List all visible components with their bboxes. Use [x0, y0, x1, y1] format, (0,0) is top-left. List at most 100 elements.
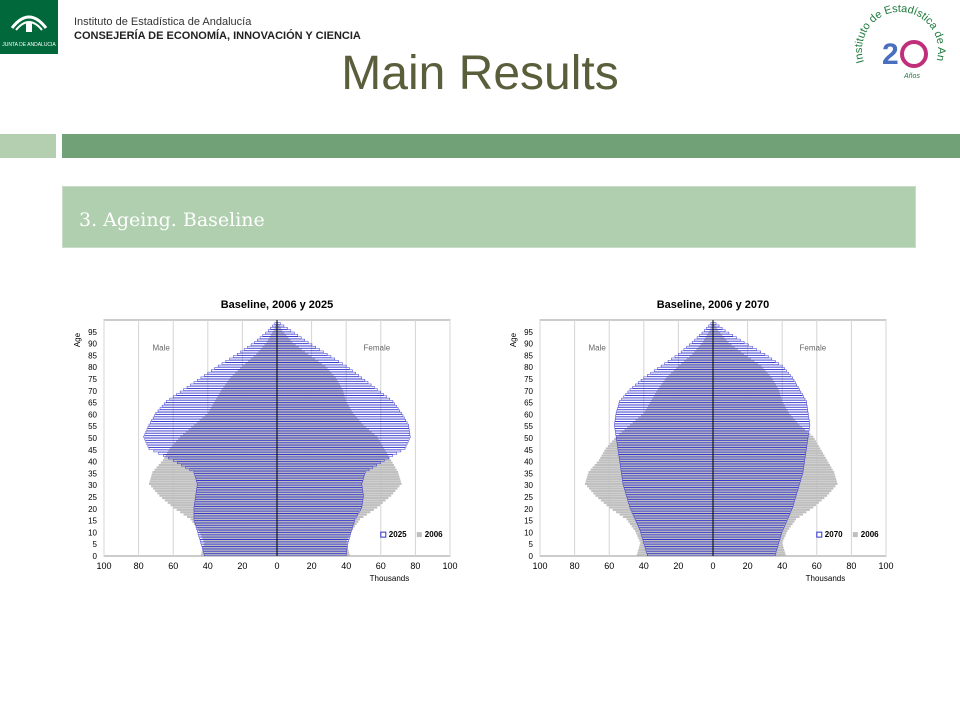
bar-base-male: [157, 492, 277, 495]
bar-base-female: [277, 447, 385, 450]
bar-base-male: [192, 520, 277, 523]
x-tick-label: 60: [812, 561, 822, 571]
bar-base-female: [277, 515, 364, 519]
bar-base-male: [151, 485, 277, 488]
bar-base-female: [713, 471, 835, 474]
bar-base-female: [713, 548, 785, 552]
bar-base-female: [713, 482, 838, 485]
bar-base-male: [639, 539, 713, 542]
bar-base-male: [169, 447, 277, 450]
bar-base-male: [203, 539, 277, 542]
bar-base-female: [713, 520, 795, 523]
bar-base-female: [277, 338, 291, 342]
bar-base-female: [713, 539, 784, 542]
bar-base-female: [277, 546, 348, 549]
bar-base-male: [710, 327, 713, 330]
bar-base-male: [225, 383, 277, 386]
bar-base-male: [585, 480, 713, 483]
bar-base-female: [713, 541, 783, 544]
bar-base-female: [277, 357, 316, 360]
bar-base-female: [277, 428, 370, 431]
y-tick-label: 65: [524, 399, 533, 408]
bar-base-female: [277, 435, 378, 438]
bar-base-male: [199, 419, 277, 422]
x-axis-label: Thousands: [370, 574, 410, 583]
bar-base-male: [605, 447, 713, 450]
bar-base-female: [277, 412, 354, 415]
bar-base-male: [175, 440, 277, 443]
bar-base-male: [253, 355, 277, 358]
bar-base-female: [277, 497, 389, 500]
bar-base-male: [270, 334, 277, 337]
male-label: Male: [588, 344, 606, 353]
bar-base-male: [638, 416, 713, 419]
bar-base-female: [713, 423, 800, 426]
bar-base-female: [277, 492, 394, 495]
bar-base-female: [713, 456, 826, 460]
bar-base-male: [235, 371, 277, 375]
bar-base-female: [277, 362, 322, 365]
bar-base-female: [713, 341, 729, 344]
bar-base-male: [232, 374, 277, 377]
bar-base-female: [713, 357, 752, 360]
y-tick-label: 30: [88, 481, 97, 490]
bar-base-male: [662, 381, 713, 384]
y-tick-label: 25: [524, 493, 533, 502]
y-tick-label: 85: [88, 351, 97, 360]
bar-base-female: [277, 345, 299, 349]
y-tick-label: 35: [524, 469, 533, 478]
bar-base-female: [277, 364, 326, 367]
bar-base-female: [277, 423, 364, 426]
bar-base-male: [196, 421, 277, 424]
bar-base-male: [711, 324, 713, 327]
y-tick-label: 80: [524, 363, 533, 372]
bar-base-female: [277, 334, 287, 337]
bar-base-male: [190, 518, 277, 521]
bar-base-male: [165, 454, 277, 457]
bar-base-female: [713, 360, 755, 363]
bar-base-female: [277, 371, 332, 375]
y-tick-label: 20: [524, 505, 533, 514]
bar-base-male: [683, 360, 713, 363]
bar-base-male: [639, 544, 713, 547]
bar-base-female: [713, 412, 790, 415]
bar-base-male: [201, 551, 277, 554]
bar-base-male: [594, 463, 713, 467]
bar-base-male: [275, 324, 277, 327]
y-tick-label: 60: [524, 410, 533, 419]
bar-base-female: [277, 324, 280, 327]
x-tick-label: 100: [878, 561, 893, 571]
bar-base-male: [595, 494, 713, 497]
x-tick-label: 40: [777, 561, 787, 571]
bar-base-male: [587, 475, 713, 478]
bar-base-female: [713, 511, 807, 514]
bar-base-male: [653, 395, 713, 398]
bar-base-male: [666, 376, 713, 379]
bar-base-female: [713, 466, 832, 469]
bar-base-female: [277, 397, 346, 401]
bar-base-male: [193, 522, 277, 526]
bar-base-female: [713, 504, 817, 507]
bar-base-female: [277, 461, 393, 464]
legend-label-base: 2006: [425, 530, 443, 539]
bar-base-male: [221, 388, 277, 391]
bar-base-male: [606, 504, 713, 507]
bar-base-female: [277, 541, 347, 544]
legend-label-projection: 2025: [389, 530, 407, 539]
y-tick-label: 55: [88, 422, 97, 431]
bar-base-female: [277, 478, 401, 481]
bar-base-female: [713, 485, 836, 488]
bar-base-male: [202, 416, 277, 419]
section-header: 3. Ageing. Baseline: [62, 186, 916, 248]
bar-base-male: [604, 449, 713, 452]
bar-base-female: [713, 421, 798, 424]
bar-base-male: [661, 383, 713, 386]
bar-base-male: [264, 343, 277, 346]
bar-base-female: [277, 350, 306, 353]
bar-base-male: [166, 452, 277, 455]
bar-base-male: [151, 473, 277, 476]
bar-base-male: [635, 419, 713, 422]
bar-base-female: [277, 360, 319, 363]
x-tick-label: 60: [604, 561, 614, 571]
